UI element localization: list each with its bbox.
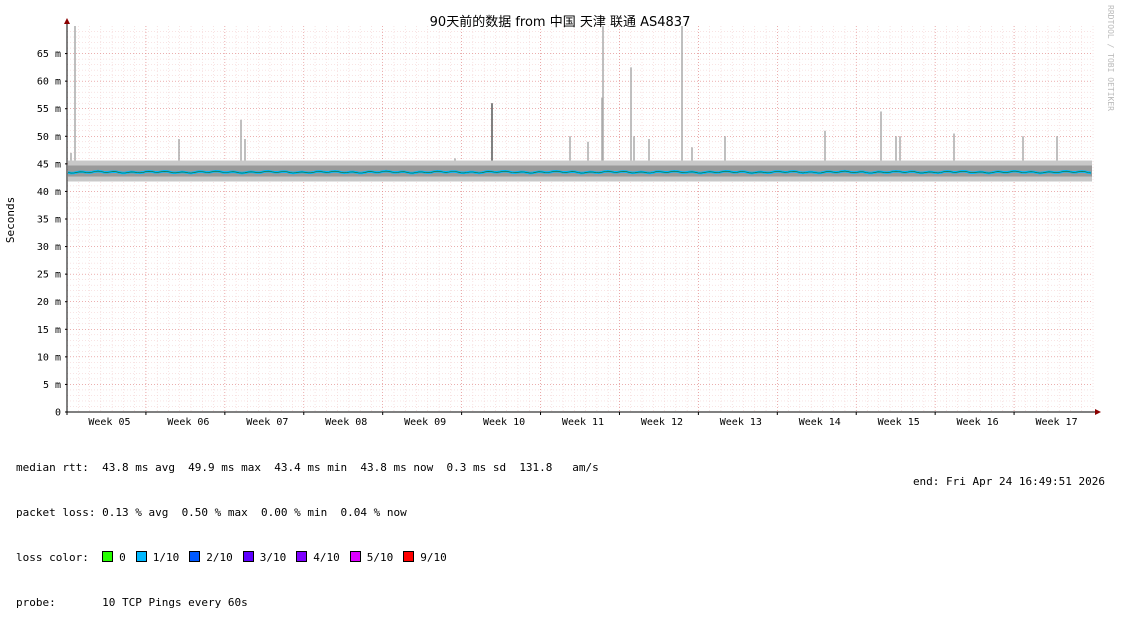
y-tick-label: 20 m [37, 297, 61, 308]
y-axis-arrow [64, 18, 70, 24]
probe-info: probe: 10 TCP Pings every 60s [16, 596, 248, 609]
loss-color-item: 0 [102, 551, 126, 564]
loss-color-text: 5/10 [366, 551, 394, 564]
y-tick-label: 25 m [37, 270, 61, 281]
y-tick-label: 50 m [37, 132, 61, 143]
y-tick-label: 65 m [37, 49, 61, 60]
y-tick-label: 45 m [37, 159, 61, 170]
loss-color-item: 9/10 [403, 551, 447, 564]
loss-color-item: 2/10 [189, 551, 233, 564]
y-tick-label: 15 m [37, 325, 61, 336]
smoke-inner [68, 165, 1092, 177]
y-tick-label: 55 m [37, 104, 61, 115]
median-rtt-stats: median rtt: 43.8 ms avg 49.9 ms max 43.4… [16, 461, 599, 474]
latency-chart: 0 5 m 10 m 15 m 20 m 25 m 30 m 35 m 40 m 45 m 50 m… [4, 5, 1115, 428]
smoke-band [68, 160, 1092, 182]
loss-color-text: 3/10 [259, 551, 287, 564]
x-tick-label: Week 10 [483, 417, 525, 428]
rrdtool-watermark: RRDTOOL / TOBI OETIKER [1106, 5, 1115, 111]
y-tick-label: 30 m [37, 242, 61, 253]
loss-color-swatch [296, 551, 308, 562]
loss-color-text: 1/10 [152, 551, 180, 564]
loss-color-item: 5/10 [349, 551, 394, 564]
end-time: end: Fri Apr 24 16:49:51 2026 [912, 475, 1105, 488]
x-tick-label: Week 15 [878, 417, 920, 428]
x-tick-label: Week 12 [641, 417, 683, 428]
x-tick-label: Week 11 [562, 417, 604, 428]
y-tick-label: 35 m [37, 215, 61, 226]
major-grid [67, 26, 1093, 412]
axes [64, 18, 1101, 415]
y-tick-label: 5 m [43, 380, 61, 391]
loss-color-text: 9/10 [420, 551, 447, 564]
x-tick-label: Week 07 [246, 417, 288, 428]
loss-color-item: 1/10 [135, 551, 180, 564]
x-axis-arrow [1095, 409, 1101, 415]
loss-color-swatch [403, 551, 415, 562]
y-tick-labels: 0 5 m 10 m 15 m 20 m 25 m 30 m 35 m 40 m 45 m 50 m… [37, 49, 67, 419]
x-tick-label: Week 05 [88, 417, 130, 428]
packet-loss-stats: packet loss: 0.13 % avg 0.50 % max 0.00 … [16, 506, 407, 519]
x-tick-label: Week 09 [404, 417, 446, 428]
loss-color-label: loss color: [16, 551, 89, 564]
stats-legend: median rtt: 43.8 ms avg 49.9 ms max 43.4… [16, 430, 599, 625]
x-tick-label: Week 16 [957, 417, 999, 428]
loss-color-swatch [242, 551, 254, 562]
loss-color-text: 4/10 [313, 551, 340, 564]
y-axis-label: Seconds [4, 197, 17, 243]
median-line [67, 169, 1092, 175]
median-rtt-core [67, 170, 1092, 174]
x-tick-label: Week 06 [167, 417, 209, 428]
x-tick-label: Week 13 [720, 417, 762, 428]
loss-color-swatch [135, 551, 147, 562]
y-tick-label: 10 m [37, 352, 61, 363]
x-tick-label: Week 08 [325, 417, 367, 428]
chart-title: 90天前的数据 from 中国 天津 联通 AS4837 [430, 14, 691, 30]
loss-color-text: 0 [119, 551, 126, 564]
x-tick-label: Week 14 [799, 417, 841, 428]
y-tick-label: 40 m [37, 187, 61, 198]
loss-color-swatch [349, 551, 361, 562]
loss-color-item: 4/10 [296, 551, 340, 564]
y-tick-label: 60 m [37, 77, 61, 88]
x-tick-labels: Week 05 Week 06 Week 07 Week 08 Week 09 Week … [66, 412, 1078, 428]
loss-color-swatch [102, 551, 114, 562]
loss-color-swatch [189, 551, 201, 562]
loss-color-text: 2/10 [206, 551, 233, 564]
latency-spikes [70, 26, 1058, 161]
loss-color-legend: loss color: 0 1/10 2/10 3/10 4/10 5/10 9/10 [16, 550, 599, 565]
y-tick-label: 0 [55, 408, 61, 419]
x-tick-label: Week 17 [1035, 417, 1077, 428]
loss-color-item: 3/10 [242, 551, 287, 564]
